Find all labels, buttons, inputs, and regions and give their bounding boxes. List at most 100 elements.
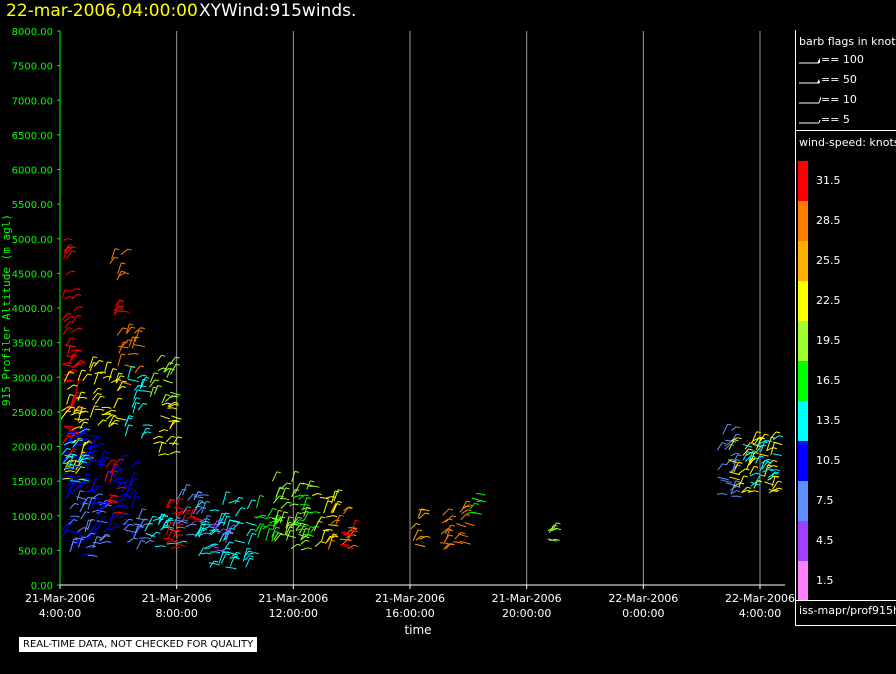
wind-barb-flag — [305, 539, 310, 542]
wind-barb-flag — [70, 441, 76, 444]
wind-barb-flag — [165, 417, 170, 420]
wind-barb-flag — [111, 414, 117, 417]
wind-barb — [67, 384, 74, 390]
y-tick-label: 0.00 — [31, 581, 53, 592]
wind-barb-flag — [87, 373, 92, 376]
wind-barb — [145, 532, 152, 536]
wind-barb-flag — [281, 516, 286, 519]
wind-barb — [316, 516, 322, 524]
wind-barb-flag — [226, 529, 232, 532]
wind-barb-flag — [112, 368, 117, 371]
wind-barb — [190, 520, 197, 525]
barb-legend-header: barb flags in knots — [799, 35, 896, 48]
wind-barb — [198, 547, 204, 557]
wind-barb — [412, 529, 419, 541]
wind-barb-flag — [119, 308, 124, 311]
wind-barb-flag — [724, 478, 729, 481]
wind-barb — [93, 372, 99, 385]
wind-barb-flag — [149, 540, 155, 542]
wind-barb — [71, 398, 77, 407]
wind-barb-flag — [91, 489, 96, 492]
wind-barb-flag — [277, 519, 282, 522]
wind-barb — [64, 296, 70, 300]
wind-barb — [107, 501, 114, 505]
wind-barb-flag — [745, 468, 750, 471]
wind-barb — [772, 487, 779, 492]
wind-barb — [548, 524, 555, 533]
wind-barb — [84, 451, 91, 462]
wind-barb-flag — [69, 321, 74, 324]
wind-barb-flag — [176, 450, 181, 453]
wind-barb — [730, 490, 737, 495]
wind-barb — [59, 473, 66, 480]
wind-barb — [243, 550, 250, 558]
wind-barb-flag — [213, 560, 219, 563]
wind-barb-flag — [772, 447, 777, 450]
wind-barb — [286, 523, 294, 526]
wind-barb-flag — [191, 515, 196, 518]
wind-barb — [198, 528, 204, 538]
wind-barb-flag — [200, 529, 205, 532]
wind-barb — [217, 528, 224, 535]
wind-barb — [165, 435, 172, 443]
wind-barb — [742, 451, 748, 461]
wind-barb — [267, 508, 274, 518]
wind-barb — [118, 345, 125, 348]
wind-barb — [62, 477, 69, 480]
color-scale-label: 10.5 — [816, 454, 841, 467]
wind-barb-flag — [247, 547, 252, 550]
color-scale-label: 31.5 — [816, 174, 841, 187]
wind-barb — [99, 534, 107, 541]
wind-barb-flag — [70, 467, 75, 469]
wind-barb — [158, 429, 165, 433]
wind-barb-flag — [466, 542, 471, 545]
wind-barb-flag — [125, 506, 130, 509]
wind-barb-flag — [205, 520, 210, 523]
wind-barb-flag — [331, 539, 336, 542]
wind-barb-flag — [76, 480, 82, 483]
wind-barb-flag — [334, 524, 339, 527]
wind-barb — [166, 517, 170, 528]
wind-barb — [78, 418, 86, 424]
wind-barb-flag — [179, 523, 184, 526]
wind-barb — [123, 518, 129, 521]
wind-barb — [755, 455, 760, 464]
wind-barb-flag — [169, 526, 174, 529]
wind-barb — [67, 482, 73, 493]
wind-barb — [73, 437, 80, 443]
wind-barb-flag — [274, 530, 279, 533]
wind-barb-flag — [86, 473, 91, 476]
wind-barb-flag — [107, 527, 113, 530]
color-scale-label: 22.5 — [816, 294, 841, 307]
wind-barb-flag — [474, 502, 479, 505]
wind-barb-flag — [69, 371, 74, 374]
wind-barb — [89, 356, 94, 369]
wind-barb-flag — [128, 518, 134, 521]
wind-barb — [65, 431, 72, 434]
wind-barb-flag — [102, 419, 107, 422]
wind-barb — [169, 395, 175, 399]
wind-barb — [246, 528, 252, 537]
wind-barb-flag — [74, 503, 79, 505]
color-scale-label: 25.5 — [816, 254, 841, 267]
wind-barb — [724, 443, 731, 450]
wind-barb-flag — [69, 379, 75, 382]
wind-barb — [163, 367, 170, 373]
x-tick-time: 20:00:00 — [502, 607, 551, 620]
wind-barb-flag — [234, 555, 239, 558]
wind-barb-flag — [352, 527, 357, 530]
wind-barb — [120, 248, 129, 255]
wind-barb-flag — [201, 501, 206, 504]
wind-barb-flag — [777, 480, 783, 483]
wind-barb — [771, 475, 776, 487]
wind-barb — [751, 431, 758, 444]
wind-barb-flag — [161, 354, 166, 357]
wind-barb-flag — [445, 542, 450, 545]
wind-barb-flag — [308, 511, 313, 514]
wind-barb — [141, 431, 148, 436]
wind-barb — [97, 419, 104, 426]
wind-barb-flag — [171, 435, 176, 438]
wind-barb-flag — [138, 528, 143, 530]
wind-barb-flag — [133, 478, 139, 481]
y-tick-label: 500.00 — [18, 546, 53, 557]
